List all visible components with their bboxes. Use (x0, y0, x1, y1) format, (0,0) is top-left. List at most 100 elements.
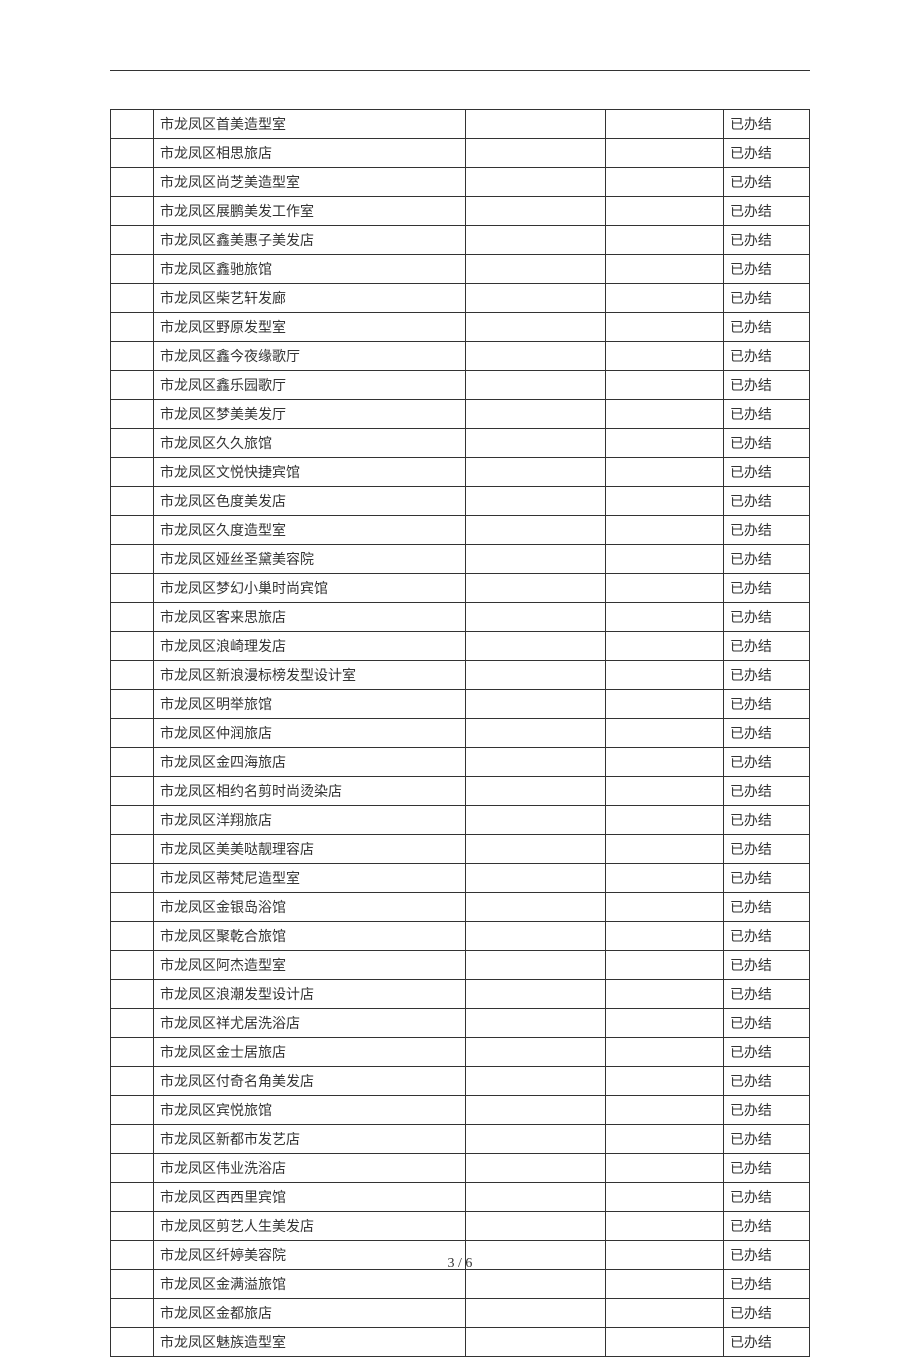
table-cell: 已办结 (723, 922, 809, 951)
table-cell (465, 603, 605, 632)
table-cell (465, 545, 605, 574)
table-cell (605, 951, 723, 980)
table-cell: 市龙凤区柴艺轩发廊 (154, 284, 466, 313)
table-cell (111, 168, 154, 197)
table-cell (605, 1125, 723, 1154)
table-cell: 市龙凤区洋翔旅店 (154, 806, 466, 835)
table-cell: 已办结 (723, 429, 809, 458)
table-row: 市龙凤区蒂梵尼造型室已办结 (111, 864, 810, 893)
table-cell (111, 1154, 154, 1183)
table-cell: 已办结 (723, 1183, 809, 1212)
table-cell (465, 458, 605, 487)
table-cell (465, 1067, 605, 1096)
table-row: 市龙凤区仲润旅店已办结 (111, 719, 810, 748)
table-cell (605, 719, 723, 748)
table-cell: 已办结 (723, 342, 809, 371)
table-cell (111, 1125, 154, 1154)
table-cell (111, 574, 154, 603)
table-cell (111, 1270, 154, 1299)
table-cell: 市龙凤区祥尤居洗浴店 (154, 1009, 466, 1038)
page-number: 3 / 6 (0, 1256, 920, 1272)
table-cell: 市龙凤区久久旅馆 (154, 429, 466, 458)
table-cell (605, 458, 723, 487)
table-cell: 已办结 (723, 806, 809, 835)
table-cell: 市龙凤区首美造型室 (154, 110, 466, 139)
table-cell: 市龙凤区魅族造型室 (154, 1328, 466, 1357)
table-cell: 已办结 (723, 1067, 809, 1096)
table-cell: 已办结 (723, 690, 809, 719)
table-row: 市龙凤区阿杰造型室已办结 (111, 951, 810, 980)
table-row: 市龙凤区久度造型室已办结 (111, 516, 810, 545)
table-cell (465, 400, 605, 429)
table-row: 市龙凤区伟业洗浴店已办结 (111, 1154, 810, 1183)
table-cell (111, 603, 154, 632)
header-rule (110, 70, 810, 71)
table-cell (111, 197, 154, 226)
table-row: 市龙凤区魅族造型室已办结 (111, 1328, 810, 1357)
table-cell (605, 429, 723, 458)
table-cell (111, 951, 154, 980)
table-cell (465, 1125, 605, 1154)
table-cell: 已办结 (723, 1212, 809, 1241)
table-cell (111, 284, 154, 313)
table-cell (605, 835, 723, 864)
table-cell (465, 1299, 605, 1328)
table-cell (465, 371, 605, 400)
table-cell: 市龙凤区付奇名角美发店 (154, 1067, 466, 1096)
table-body: 市龙凤区首美造型室已办结市龙凤区相思旅店已办结市龙凤区尚芝美造型室已办结市龙凤区… (111, 110, 810, 1357)
table-cell: 已办结 (723, 661, 809, 690)
table-cell (111, 226, 154, 255)
table-cell (605, 980, 723, 1009)
table-cell (111, 1038, 154, 1067)
table-cell: 已办结 (723, 603, 809, 632)
table-cell: 市龙凤区尚芝美造型室 (154, 168, 466, 197)
table-cell (605, 1009, 723, 1038)
table-row: 市龙凤区浪潮发型设计店已办结 (111, 980, 810, 1009)
table-cell (111, 458, 154, 487)
table-cell (465, 226, 605, 255)
table-row: 市龙凤区鑫美惠子美发店已办结 (111, 226, 810, 255)
table-cell (111, 777, 154, 806)
table-cell: 市龙凤区野原发型室 (154, 313, 466, 342)
table-cell: 已办结 (723, 139, 809, 168)
table-cell (465, 1154, 605, 1183)
table-cell (465, 748, 605, 777)
table-cell: 市龙凤区鑫今夜缘歌厅 (154, 342, 466, 371)
table-cell (111, 400, 154, 429)
table-row: 市龙凤区美美哒靓理容店已办结 (111, 835, 810, 864)
table-cell (465, 951, 605, 980)
table-cell (605, 226, 723, 255)
table-cell (605, 806, 723, 835)
table-cell: 市龙凤区金四海旅店 (154, 748, 466, 777)
table-cell: 已办结 (723, 1009, 809, 1038)
table-row: 市龙凤区明举旅馆已办结 (111, 690, 810, 719)
table-cell: 已办结 (723, 516, 809, 545)
table-cell (605, 197, 723, 226)
table-cell (465, 1096, 605, 1125)
table-cell: 已办结 (723, 835, 809, 864)
table-cell: 市龙凤区相约名剪时尚烫染店 (154, 777, 466, 806)
table-cell (605, 690, 723, 719)
table-row: 市龙凤区金士居旅店已办结 (111, 1038, 810, 1067)
table-cell (605, 284, 723, 313)
table-row: 市龙凤区野原发型室已办结 (111, 313, 810, 342)
table-cell (465, 806, 605, 835)
table-row: 市龙凤区尚芝美造型室已办结 (111, 168, 810, 197)
table-cell (111, 1096, 154, 1125)
table-row: 市龙凤区金都旅店已办结 (111, 1299, 810, 1328)
table-cell (605, 1096, 723, 1125)
table-cell (111, 1067, 154, 1096)
table-cell (605, 545, 723, 574)
table-cell: 市龙凤区金都旅店 (154, 1299, 466, 1328)
table-cell (465, 777, 605, 806)
table-row: 市龙凤区相约名剪时尚烫染店已办结 (111, 777, 810, 806)
table-cell (465, 864, 605, 893)
table-row: 市龙凤区娅丝圣黛美容院已办结 (111, 545, 810, 574)
table-row: 市龙凤区浪崎理发店已办结 (111, 632, 810, 661)
table-cell: 市龙凤区梦美美发厅 (154, 400, 466, 429)
table-row: 市龙凤区金四海旅店已办结 (111, 748, 810, 777)
table-cell (605, 603, 723, 632)
table-cell (111, 719, 154, 748)
table-cell: 市龙凤区伟业洗浴店 (154, 1154, 466, 1183)
table-cell (111, 690, 154, 719)
